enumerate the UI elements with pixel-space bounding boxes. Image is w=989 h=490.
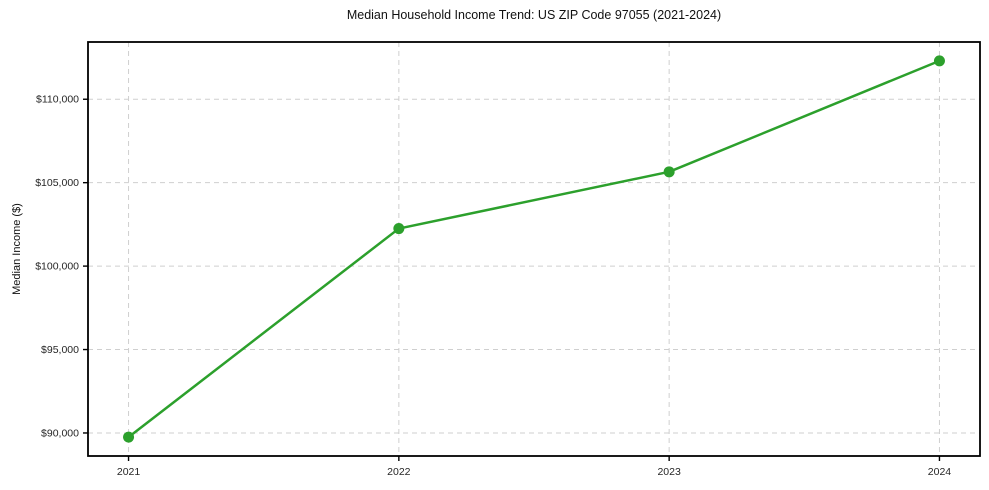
plot-border xyxy=(87,41,981,457)
x-tick-label: 2023 xyxy=(657,466,681,478)
y-tick-label: $110,000 xyxy=(36,94,79,106)
data-point xyxy=(393,223,405,235)
data-point xyxy=(933,55,945,67)
x-tick-label: 2024 xyxy=(928,466,952,478)
data-point xyxy=(663,166,675,178)
y-tick-label: $105,000 xyxy=(35,177,79,189)
y-tick-label: $100,000 xyxy=(35,260,79,272)
data-point xyxy=(123,431,135,443)
x-tick-label: 2022 xyxy=(387,466,411,478)
y-tick-label: $90,000 xyxy=(41,427,79,439)
y-tick-label: $95,000 xyxy=(41,344,79,356)
chart-title: Median Household Income Trend: US ZIP Co… xyxy=(346,8,722,22)
x-tick-label: 2021 xyxy=(117,466,141,478)
data-line xyxy=(127,59,941,439)
